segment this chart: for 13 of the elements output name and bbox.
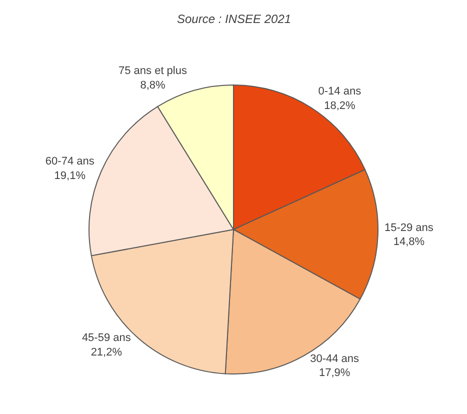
data-label: 17,9% [318, 367, 350, 380]
data-label: 8,8% [140, 79, 166, 92]
slice-label: 15-29 ans [384, 222, 434, 234]
slice-label: 30-44 ans [310, 352, 360, 365]
source-note: Source : INSEE 2021 [177, 12, 292, 26]
slice-label: 60-74 ans [45, 156, 95, 168]
slice-label: 75 ans et plus [118, 65, 188, 78]
data-label: 14,8% [393, 236, 425, 248]
data-label: 18,2% [324, 100, 356, 112]
slice-label: 45-59 ans [82, 332, 132, 344]
slice-label: 0-14 ans [318, 86, 362, 98]
data-label: 19,1% [54, 170, 86, 182]
data-label: 21,2% [90, 346, 122, 358]
